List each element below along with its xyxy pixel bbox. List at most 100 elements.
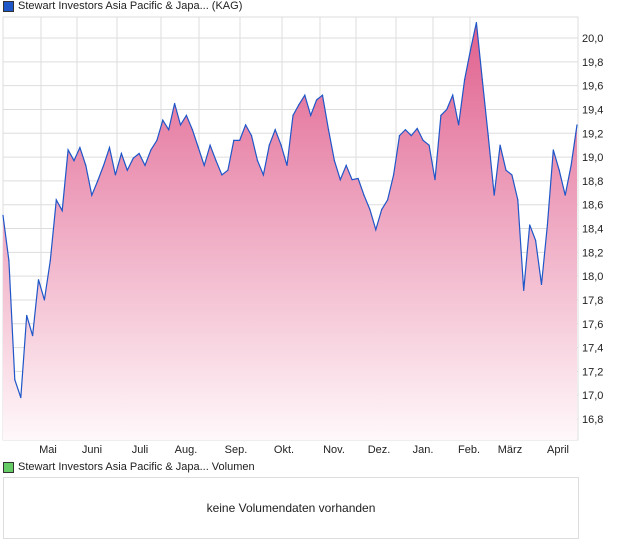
x-tick-label: Juni xyxy=(82,444,102,456)
data-point xyxy=(108,146,111,149)
y-tick-label: 18,8 xyxy=(582,176,603,188)
data-point xyxy=(274,129,276,131)
data-point xyxy=(114,174,117,176)
y-tick-label: 17,8 xyxy=(582,295,603,307)
data-point xyxy=(511,174,513,176)
data-point xyxy=(2,214,4,217)
data-point xyxy=(245,124,247,126)
data-point xyxy=(85,164,87,166)
data-point xyxy=(529,224,531,226)
data-point xyxy=(357,177,359,180)
data-point xyxy=(333,160,335,162)
data-point xyxy=(298,104,300,106)
data-point xyxy=(310,114,312,116)
data-point xyxy=(576,124,578,126)
data-point xyxy=(262,174,264,176)
data-point xyxy=(215,160,217,162)
data-point xyxy=(221,174,223,176)
data-point xyxy=(26,314,28,317)
data-point xyxy=(422,139,424,141)
data-point xyxy=(505,169,507,171)
x-tick-label: Feb. xyxy=(458,444,480,456)
data-point xyxy=(191,129,193,131)
data-point xyxy=(250,135,253,137)
price-legend-label: Stewart Investors Asia Pacific & Japa...… xyxy=(18,0,243,12)
data-point xyxy=(91,194,93,196)
y-tick-label: 18,4 xyxy=(582,224,603,236)
price-area-fill xyxy=(3,22,577,440)
y-tick-label: 18,0 xyxy=(582,271,603,283)
data-point xyxy=(233,139,235,141)
data-point xyxy=(43,299,46,301)
data-point xyxy=(79,146,81,149)
price-line xyxy=(2,22,578,398)
y-tick-label: 19,6 xyxy=(582,81,603,93)
y-tick-label: 17,6 xyxy=(582,319,603,331)
data-point xyxy=(268,144,270,146)
y-tick-label: 17,2 xyxy=(582,366,603,378)
y-tick-label: 19,4 xyxy=(582,104,603,116)
data-point xyxy=(37,279,40,281)
data-point xyxy=(546,224,549,226)
y-tick-label: 19,0 xyxy=(582,152,603,164)
data-point xyxy=(570,164,572,166)
data-point xyxy=(475,21,478,24)
data-point xyxy=(150,149,152,151)
data-point xyxy=(493,194,495,196)
data-point xyxy=(292,114,294,116)
data-point xyxy=(363,194,365,196)
data-point xyxy=(339,179,341,181)
data-point xyxy=(197,146,199,149)
x-tick-label: März xyxy=(498,444,522,456)
data-point xyxy=(534,239,537,242)
data-point xyxy=(398,135,401,137)
data-point xyxy=(392,174,395,176)
data-point xyxy=(132,157,134,159)
data-point xyxy=(446,108,448,111)
data-point xyxy=(179,124,182,126)
data-point xyxy=(558,169,560,171)
volume-panel: keine Volumendaten vorhanden xyxy=(3,477,579,539)
price-chart: 16,8 17,0 17,2 17,4 17,6 17,8 18,0 18,2 18,4 18,6… xyxy=(2,16,603,456)
data-point xyxy=(434,179,436,181)
data-point xyxy=(156,139,158,141)
data-point xyxy=(162,119,164,121)
data-point xyxy=(61,210,63,212)
data-point xyxy=(97,180,99,182)
data-point xyxy=(345,164,347,166)
volume-legend-swatch xyxy=(3,461,14,473)
data-point xyxy=(304,94,306,96)
x-tick-label: Sep. xyxy=(225,444,248,456)
y-tick-label: 16,8 xyxy=(582,414,603,426)
data-point xyxy=(458,124,460,126)
data-point xyxy=(428,144,430,146)
y-tick-label: 18,6 xyxy=(582,200,603,212)
data-point xyxy=(174,102,176,105)
data-point xyxy=(440,114,442,116)
y-tick-label: 18,2 xyxy=(582,247,603,259)
data-point xyxy=(102,164,105,166)
data-point xyxy=(185,114,188,116)
data-point xyxy=(517,199,519,201)
x-tick-label: Aug. xyxy=(175,444,198,456)
data-point xyxy=(416,127,418,130)
data-point xyxy=(487,135,489,137)
volume-legend-label: Stewart Investors Asia Pacific & Japa...… xyxy=(18,461,255,473)
volume-legend: Stewart Investors Asia Pacific & Japa...… xyxy=(3,461,255,473)
data-point xyxy=(375,229,377,231)
data-point xyxy=(351,179,353,181)
data-point xyxy=(73,160,75,162)
y-tick-label: 17,4 xyxy=(582,343,603,355)
data-point xyxy=(499,144,501,146)
data-point xyxy=(404,129,406,131)
x-tick-label: Dez. xyxy=(368,444,391,456)
y-tick-label: 20,0 xyxy=(582,33,603,45)
data-point xyxy=(14,379,16,381)
data-point xyxy=(256,160,259,162)
data-point xyxy=(540,283,543,286)
data-point xyxy=(227,169,229,171)
price-legend-swatch xyxy=(3,0,14,12)
x-tick-label: Jan. xyxy=(413,444,434,456)
data-point xyxy=(280,144,282,146)
